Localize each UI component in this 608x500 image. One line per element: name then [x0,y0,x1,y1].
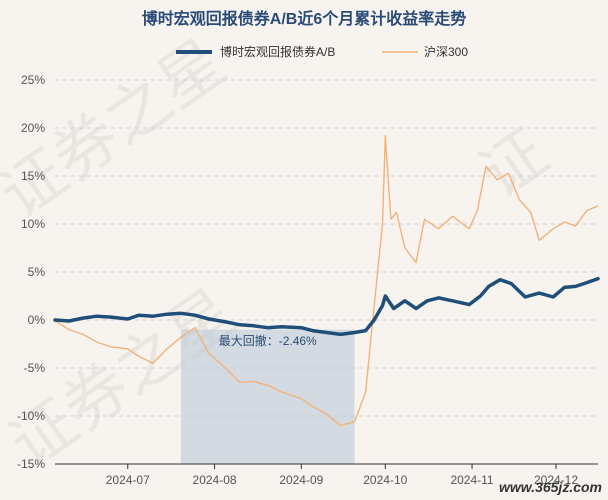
y-axis: -15% -10% -5% 0% 5% 10% 15% 20% 25% [17,73,45,471]
y-tick-label: 10% [21,217,45,231]
series-lines [53,134,600,427]
y-tick-label: 15% [21,169,45,183]
drawdown-region: 最大回撤：-2.46% [180,329,355,464]
y-tick-label: 20% [21,121,45,135]
watermark-text: 证 [467,116,562,213]
drawdown-label: 最大回撤：-2.46% [219,333,317,348]
series-line-csi300 [54,134,599,427]
y-tick-label: -5% [24,361,46,375]
site-watermark: www.365jz.com [499,479,602,495]
y-tick-label: -10% [17,409,45,423]
x-tick-label: 2024-10 [363,473,407,487]
x-tick-label: 2024-07 [106,473,150,487]
legend: 博时宏观回报债券A/B 沪深300 [176,44,468,59]
y-tick-label: 25% [21,73,45,87]
chart-title: 博时宏观回报债券A/B近6个月累计收益率走势 [142,9,466,28]
x-tick-label: 2024-08 [193,473,237,487]
legend-label-fund[interactable]: 博时宏观回报债券A/B [220,44,335,59]
x-axis: 2024-07 2024-08 2024-09 2024-10 2024-11 2024-… [55,463,598,487]
y-tick-label: 5% [28,265,46,279]
x-tick-label: 2024-09 [279,473,323,487]
y-tick-label: 0% [28,313,46,327]
legend-label-index[interactable]: 沪深300 [424,45,468,59]
x-tick-label: 2024-11 [450,473,493,487]
drawdown-shade [180,329,355,464]
x-tick-label: 2024-12 [534,473,578,487]
series-line-fund [53,276,600,337]
y-tick-label: -15% [17,457,45,471]
